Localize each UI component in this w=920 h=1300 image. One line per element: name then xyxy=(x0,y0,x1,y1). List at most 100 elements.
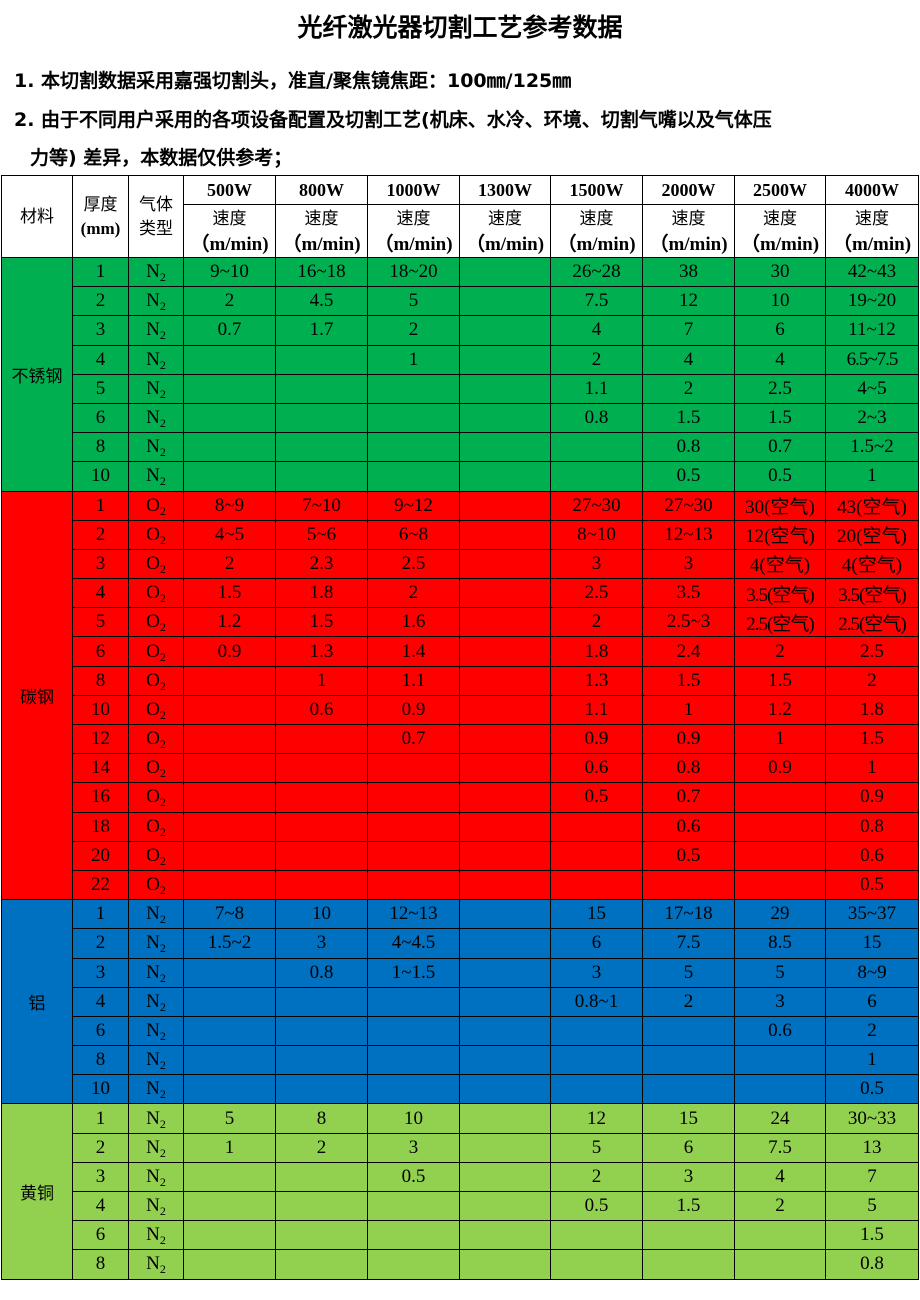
speed-cell: 1.3 xyxy=(275,636,368,667)
speed-cell: 1.5~2 xyxy=(825,432,919,463)
thickness-cell: 6 xyxy=(72,1015,129,1047)
speed-cell: 4~5 xyxy=(183,519,276,550)
speed-cell xyxy=(367,840,460,871)
speed-cell: 4~5 xyxy=(825,373,919,404)
speed-cell xyxy=(183,373,276,404)
speed-cell xyxy=(183,1249,276,1280)
speed-cell: 0.6 xyxy=(734,1015,826,1047)
speed-cell: 5 xyxy=(367,286,460,317)
speed-cell: 13 xyxy=(825,1132,919,1163)
speed-cell: 5 xyxy=(550,1132,643,1163)
speed-cell xyxy=(367,986,460,1017)
thickness-cell: 2 xyxy=(72,519,129,550)
speed-cell xyxy=(550,840,643,871)
speed-cell xyxy=(275,1015,368,1047)
speed-cell: 27~30 xyxy=(642,490,735,521)
speed-cell xyxy=(367,811,460,842)
speed-cell: 20(空气) xyxy=(825,519,919,550)
speed-cell: 1.5 xyxy=(734,402,826,434)
speed-cell xyxy=(367,1045,460,1076)
table-row: 6 N2 0.6 2 xyxy=(1,1015,919,1047)
speed-cell: 2.5~3 xyxy=(642,607,735,638)
speed-cell: 11~12 xyxy=(825,315,919,346)
table-row: 3 N2 0.8 1~1.5 3 5 5 8~9 xyxy=(1,957,919,988)
speed-cell: 18~20 xyxy=(367,256,460,288)
header-speed: 速度 （m/min) xyxy=(275,204,368,258)
speed-cell: 6 xyxy=(550,928,643,959)
note-disclaimer-line1: 2. 由于不同用户采用的各项设备配置及切割工艺(机床、水冷、环境、切割气嘴以及气… xyxy=(14,109,772,131)
header-gas: 气体 类型 xyxy=(128,175,184,258)
speed-cell: 2 xyxy=(550,1161,643,1193)
table-row: 3 N2 0.7 1.7 2 4 7 6 11~12 xyxy=(1,315,919,346)
speed-cell xyxy=(459,1249,551,1280)
table-row: 14 O2 0.6 0.8 0.9 1 xyxy=(1,753,919,784)
gas-cell: N2 xyxy=(128,373,184,404)
speed-cell: 7.5 xyxy=(734,1132,826,1163)
thickness-cell: 2 xyxy=(72,286,129,317)
speed-cell: 7~10 xyxy=(275,490,368,521)
material-name: 碳钢 xyxy=(1,490,73,901)
speed-cell: 1.8 xyxy=(825,694,919,726)
speed-cell xyxy=(459,1103,551,1134)
thickness-cell: 10 xyxy=(72,461,129,492)
table-row: 8 N2 0.8 xyxy=(1,1249,919,1280)
thickness-cell: 8 xyxy=(72,1045,129,1076)
speed-cell xyxy=(183,869,276,901)
speed-cell: 5 xyxy=(183,1103,276,1134)
speed-cell: 38 xyxy=(642,256,735,288)
speed-cell xyxy=(459,986,551,1017)
header-thickness-unit: (mm) xyxy=(80,218,121,238)
speed-cell: 0.8 xyxy=(642,753,735,784)
speed-cell: 4 xyxy=(734,1161,826,1193)
speed-cell: 2 xyxy=(550,607,643,638)
speed-cell: 0.5 xyxy=(550,782,643,813)
thickness-cell: 3 xyxy=(72,1161,129,1193)
table-row: 不锈钢 1 N2 9~10 16~18 18~20 26~28 38 30 42~43 xyxy=(1,256,919,492)
speed-cell xyxy=(183,461,276,492)
header-speed-unit: （m/min) xyxy=(832,233,912,255)
header-speed-unit: （m/min) xyxy=(465,233,545,255)
thickness-cell: 6 xyxy=(72,1220,129,1251)
speed-cell: 0.9 xyxy=(367,694,460,726)
gas-cell: N2 xyxy=(128,315,184,346)
header-speed-unit: （m/min) xyxy=(557,233,636,255)
gas-cell: N2 xyxy=(128,344,184,375)
speed-cell: 2.3 xyxy=(275,548,368,580)
gas-cell: N2 xyxy=(128,1249,184,1280)
gas-cell: N2 xyxy=(128,1132,184,1163)
header-speed: 速度 （m/min) xyxy=(183,204,276,258)
header-speed-unit: （m/min) xyxy=(740,233,820,255)
speed-cell: 2.5 xyxy=(367,548,460,580)
table-row: 16 O2 0.5 0.7 0.9 xyxy=(1,782,919,813)
note-disclaimer: 2. 由于不同用户采用的各项设备配置及切割工艺(机床、水冷、环境、切割气嘴以及气… xyxy=(14,101,914,177)
speed-cell xyxy=(550,1045,643,1076)
speed-cell: 42~43 xyxy=(825,256,919,288)
gas-cell: N2 xyxy=(128,928,184,959)
speed-cell: 2 xyxy=(367,315,460,346)
speed-cell: 0.6 xyxy=(550,753,643,784)
speed-cell xyxy=(459,344,551,375)
speed-cell: 1.8 xyxy=(275,578,368,609)
speed-cell xyxy=(459,607,551,638)
speed-cell: 0.7 xyxy=(734,432,826,463)
speed-cell: 4.5 xyxy=(275,286,368,317)
gas-cell: O2 xyxy=(128,811,184,842)
speed-cell xyxy=(459,723,551,755)
speed-cell: 2 xyxy=(642,373,735,404)
speed-cell: 2.5 xyxy=(734,373,826,404)
speed-cell xyxy=(183,811,276,842)
speed-cell: 26~28 xyxy=(550,256,643,288)
speed-cell xyxy=(183,1015,276,1047)
gas-cell: N2 xyxy=(128,1161,184,1193)
speed-cell: 0.9 xyxy=(550,723,643,755)
thickness-cell: 3 xyxy=(72,548,129,580)
header-speed-unit: （m/min) xyxy=(649,233,728,255)
thickness-cell: 20 xyxy=(72,840,129,871)
table-row: 5 O2 1.2 1.5 1.6 2 2.5~3 2.5(空气) 2.5(空气) xyxy=(1,607,919,638)
speed-cell xyxy=(367,1220,460,1251)
speed-cell: 1.5~2 xyxy=(183,928,276,959)
speed-cell: 43(空气) xyxy=(825,490,919,521)
speed-cell: 1.1 xyxy=(550,373,643,404)
speed-cell: 2.5 xyxy=(825,636,919,667)
speed-cell xyxy=(459,1045,551,1076)
